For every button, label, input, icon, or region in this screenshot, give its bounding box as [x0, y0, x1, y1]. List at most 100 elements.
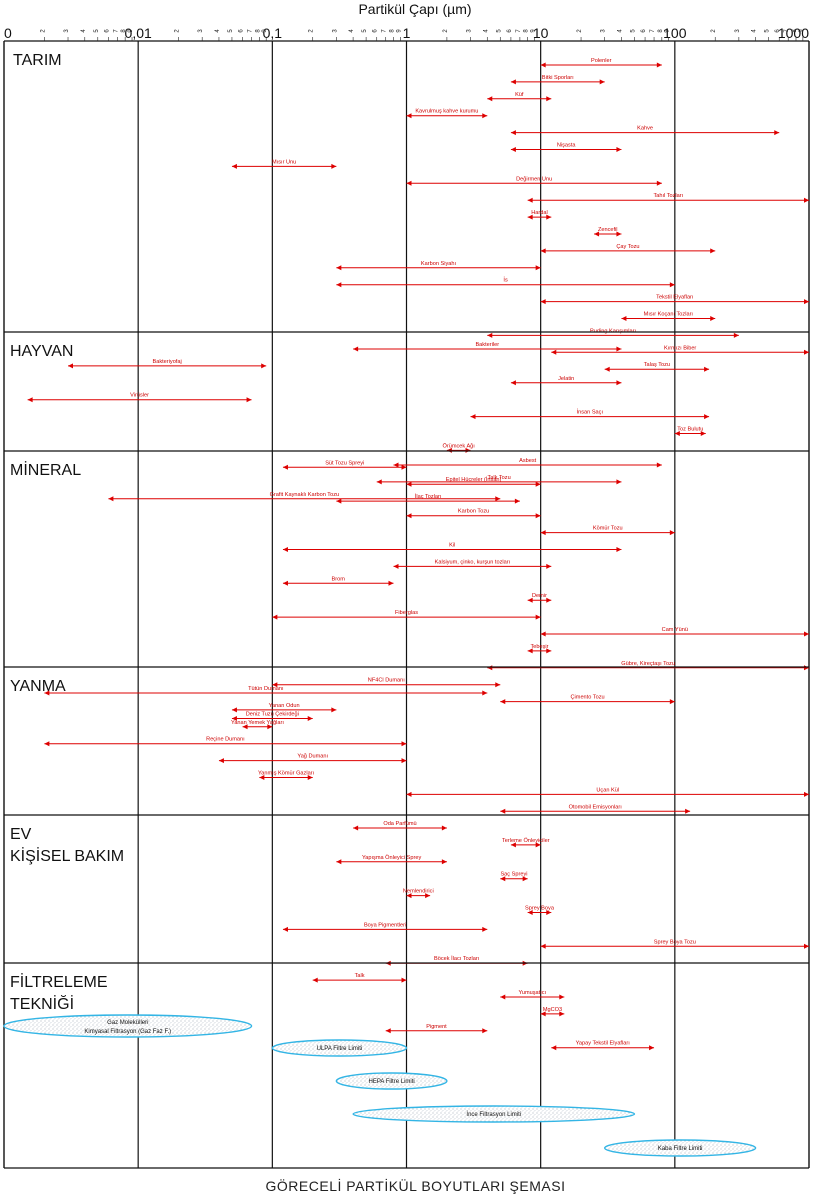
arrow-head-right [669, 530, 675, 536]
arrow-head-left [282, 547, 288, 552]
arrow-head-left [282, 580, 288, 586]
filter-label: Gaz Molekülleri [107, 1020, 148, 1026]
arrow-head-left [551, 349, 557, 355]
arrow-head-right [535, 842, 541, 848]
range-label: Uçan Kül [596, 787, 619, 793]
minor-tick-label: 5 [94, 29, 100, 33]
arrow-head-left [510, 79, 516, 85]
range-label: Talk Tozu [487, 475, 510, 481]
arrow-head-right [535, 265, 541, 271]
arrow-head-left [231, 163, 237, 169]
arrow-head-right [804, 631, 809, 637]
minor-tick-label: 8 [524, 29, 530, 33]
filter-label: İnce Filtrasyon Limiti [466, 1111, 521, 1118]
range-label: Hardal [531, 210, 547, 216]
arrow-head-right [546, 597, 552, 603]
arrow-head-right [307, 716, 313, 721]
minor-tick-label: 8 [658, 29, 664, 33]
arrow-head-left [353, 346, 359, 352]
minor-tick-label: 7 [650, 29, 656, 33]
range-label: İs [503, 277, 508, 284]
section-title: EV [10, 826, 32, 843]
arrow-head-left [406, 481, 412, 487]
range-label: Çay Tozu [616, 244, 639, 250]
arrow-head-right [733, 332, 739, 338]
filter-label: ULPA Filtre Limiti [317, 1046, 363, 1052]
range-label: Jelatin [558, 376, 574, 382]
arrow-head-left [604, 366, 610, 372]
minor-tick-label: 7 [382, 29, 388, 33]
range-label: Epitel Hücreler (İnsan) [446, 476, 502, 483]
minor-tick-label: 5 [630, 29, 636, 33]
minor-tick-label: 2 [711, 29, 717, 33]
range-label: Değirmen Unu [516, 176, 552, 182]
minor-tick-label: 2 [175, 29, 181, 33]
range-label: Demir [532, 593, 547, 599]
minor-tick-label: 6 [641, 29, 647, 33]
minor-tick-label: 6 [775, 29, 781, 33]
range-label: Yapay Tekstil Elyafları [576, 1041, 631, 1047]
minor-tick-label: 7 [784, 29, 790, 33]
major-tick-label: 100 [663, 25, 687, 41]
arrow-head-left [540, 530, 546, 536]
range-label: Tebeşir [530, 644, 548, 650]
arrow-head-right [482, 113, 488, 119]
arrow-head-left [510, 380, 516, 386]
arrow-head-left [376, 479, 382, 485]
minor-tick-label: 5 [765, 29, 771, 33]
arrow-head-right [331, 707, 337, 713]
filter-label: Kaba Filtre Limiti [658, 1146, 703, 1152]
filter-label: Kimyasal Filtrasyon (Gaz Faz F.) [84, 1029, 171, 1035]
major-tick-label: 1 [403, 25, 411, 41]
minor-tick-label: 7 [113, 29, 119, 33]
arrow-head-right [267, 724, 273, 730]
arrow-head-left [510, 842, 516, 848]
range-label: Bitki Sporları [542, 75, 574, 81]
range-label: Çimento Tozu [571, 695, 605, 701]
arrow-head-left [108, 496, 114, 502]
minor-tick-label: 3 [64, 29, 70, 33]
arrow-head-right [559, 994, 565, 1000]
range-label: Kırmızı Biber [664, 345, 696, 351]
arrow-head-left [282, 926, 288, 932]
range-label: Kahve [637, 126, 653, 132]
minor-tick-label: 7 [516, 29, 522, 33]
arrow-head-left [393, 462, 399, 468]
major-tick-label: 0,01 [125, 25, 152, 41]
arrow-head-right [546, 214, 552, 220]
arrow-head-right [495, 496, 501, 502]
section: MİNERAL Asbest Talk Tozu Grafit Kaynaklı Ka… [4, 450, 809, 721]
range-label: Kalsiyum, çinko, kurşun tozları [435, 559, 511, 565]
arrow-head-left [527, 910, 533, 915]
filter-range-ellipse [271, 1039, 408, 1057]
minor-tick-label: 7 [248, 29, 254, 33]
range-label: Zencefil [598, 227, 618, 233]
arrow-head-right [669, 282, 675, 288]
range-label: Küf [515, 92, 524, 98]
arrow-head-right [535, 481, 541, 487]
range-label: Brom [332, 576, 346, 582]
arrow-head-right [710, 316, 716, 321]
arrow-head-left [406, 513, 412, 519]
arrow-head-right [804, 943, 809, 949]
range-label: Karbon Tozu [458, 509, 489, 515]
arrow-head-left [242, 724, 248, 730]
arrow-head-right [482, 690, 488, 696]
grid-lines [3, 41, 810, 1169]
arrow-head-right [616, 346, 622, 352]
range-label: Sprey Boya [525, 906, 555, 912]
arrow-head-left [621, 316, 627, 321]
range-label: Oda Parfümü [383, 821, 416, 827]
arrow-head-left [336, 498, 342, 504]
arrow-head-left [540, 248, 546, 254]
range-label: İnsan Saçı [577, 409, 604, 416]
arrow-head-right [522, 876, 528, 882]
arrow-head-right [616, 147, 622, 152]
section-title: KİŞİSEL BAKIM [10, 846, 124, 865]
range-label: Deniz Tuzu Çekirdeği [246, 712, 299, 718]
section-title: MİNERAL [10, 460, 81, 479]
minor-tick-label: 2 [40, 29, 46, 33]
arrow-head-left [500, 808, 506, 814]
